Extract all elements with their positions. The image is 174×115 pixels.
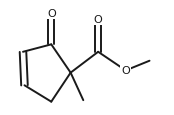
Text: O: O bbox=[121, 66, 130, 76]
Text: O: O bbox=[47, 9, 56, 19]
Text: O: O bbox=[94, 15, 102, 25]
